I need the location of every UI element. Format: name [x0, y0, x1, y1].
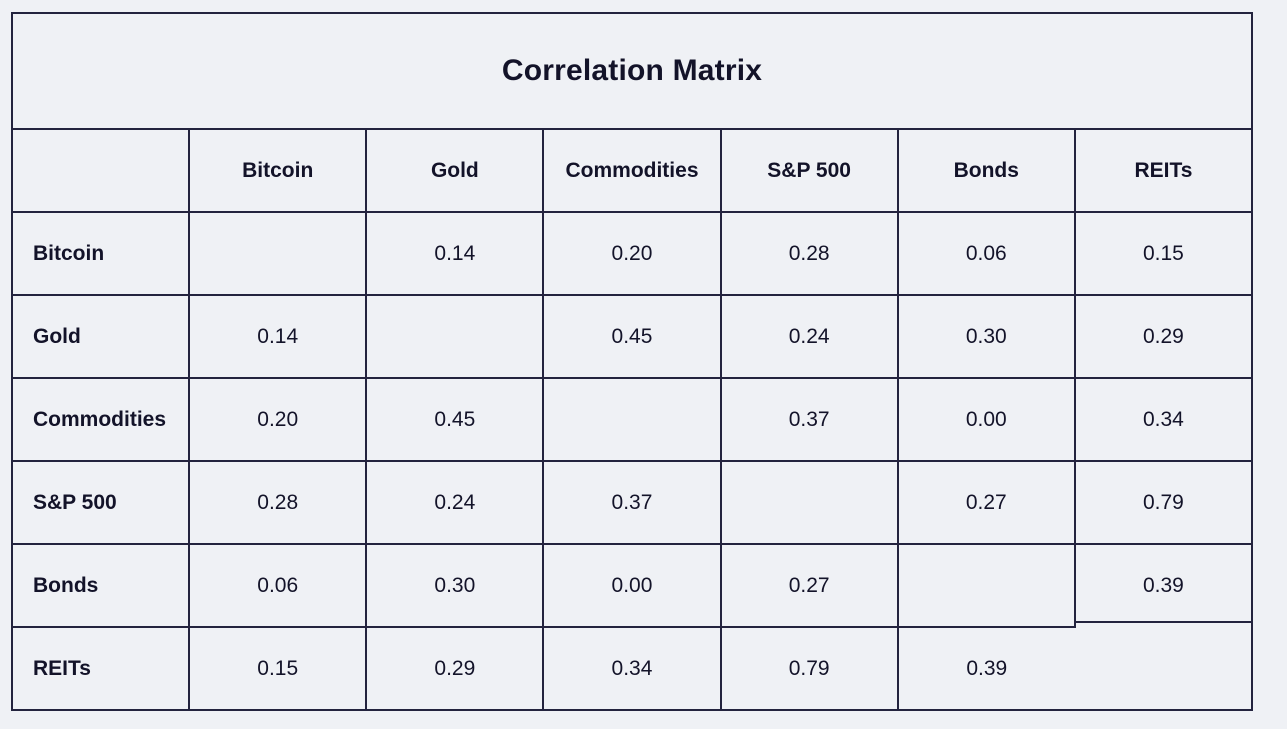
matrix-row-reits: REITs 0.15 0.29 0.34 0.79 0.39 [10, 626, 1254, 711]
matrix-cell: 0.37 [719, 377, 899, 462]
matrix-cell: 0.30 [365, 543, 545, 628]
matrix-cell: 0.06 [188, 543, 368, 628]
matrix-cell: 0.34 [1073, 377, 1254, 462]
matrix-cell [188, 211, 368, 296]
matrix-cell: 0.24 [365, 460, 545, 545]
matrix-cell: 0.00 [896, 377, 1076, 462]
row-label-bitcoin: Bitcoin [10, 211, 191, 296]
matrix-cell: 0.20 [542, 211, 722, 296]
matrix-row-gold: Gold 0.14 0.45 0.24 0.30 0.29 [10, 294, 1254, 379]
matrix-cell: 0.06 [896, 211, 1076, 296]
matrix-cell [1073, 626, 1254, 711]
page-title: Correlation Matrix [11, 12, 1253, 130]
matrix-cell [719, 460, 899, 545]
row-label-gold: Gold [10, 294, 191, 379]
matrix-cell: 0.37 [542, 460, 722, 545]
matrix-cell: 0.14 [365, 211, 545, 296]
matrix-cell: 0.39 [896, 626, 1075, 711]
matrix-cell: 0.30 [896, 294, 1076, 379]
matrix-row-commodities: Commodities 0.20 0.45 0.37 0.00 0.34 [10, 377, 1254, 462]
matrix-cell: 0.27 [896, 460, 1076, 545]
matrix-cell [365, 294, 545, 379]
matrix-row-bitcoin: Bitcoin 0.14 0.20 0.28 0.06 0.15 [10, 211, 1254, 296]
col-header-sp500: S&P 500 [719, 128, 899, 213]
matrix-row-bonds: Bonds 0.06 0.30 0.00 0.27 0.39 [10, 543, 1254, 628]
matrix-cell: 0.45 [365, 377, 545, 462]
matrix-cell: 0.45 [542, 294, 722, 379]
row-label-reits: REITs [10, 626, 191, 711]
correlation-matrix-table: Correlation Matrix Bitcoin Gold Commodit… [10, 12, 1254, 711]
matrix-cell: 0.15 [1073, 211, 1254, 296]
matrix-cell: 0.79 [1073, 460, 1254, 545]
matrix-cell: 0.20 [188, 377, 368, 462]
col-header-bonds: Bonds [896, 128, 1076, 213]
row-label-commodities: Commodities [10, 377, 191, 462]
matrix-cell: 0.00 [542, 543, 722, 628]
corner-cell [10, 128, 191, 213]
col-header-gold: Gold [365, 128, 545, 213]
matrix-cell: 0.24 [719, 294, 899, 379]
matrix-cell: 0.14 [188, 294, 368, 379]
row-label-bonds: Bonds [10, 543, 191, 628]
matrix-cell [896, 543, 1076, 628]
matrix-cell [542, 377, 722, 462]
matrix-row-sp500: S&P 500 0.28 0.24 0.37 0.27 0.79 [10, 460, 1254, 545]
col-header-reits: REITs [1073, 128, 1254, 213]
title-row: Correlation Matrix [11, 12, 1253, 130]
matrix-cell: 0.29 [365, 626, 545, 711]
matrix-cell: 0.29 [1073, 294, 1254, 379]
matrix-cell: 0.15 [188, 626, 368, 711]
matrix-cell: 0.34 [542, 626, 722, 711]
header-row: Bitcoin Gold Commodities S&P 500 Bonds R… [10, 128, 1254, 213]
matrix-cell: 0.79 [719, 626, 899, 711]
matrix-cell: 0.27 [719, 543, 899, 628]
matrix-cell: 0.28 [719, 211, 899, 296]
col-header-bitcoin: Bitcoin [188, 128, 368, 213]
matrix-cell: 0.28 [188, 460, 368, 545]
row-label-sp500: S&P 500 [10, 460, 191, 545]
col-header-commodities: Commodities [542, 128, 722, 213]
matrix-cell: 0.39 [1073, 543, 1254, 627]
